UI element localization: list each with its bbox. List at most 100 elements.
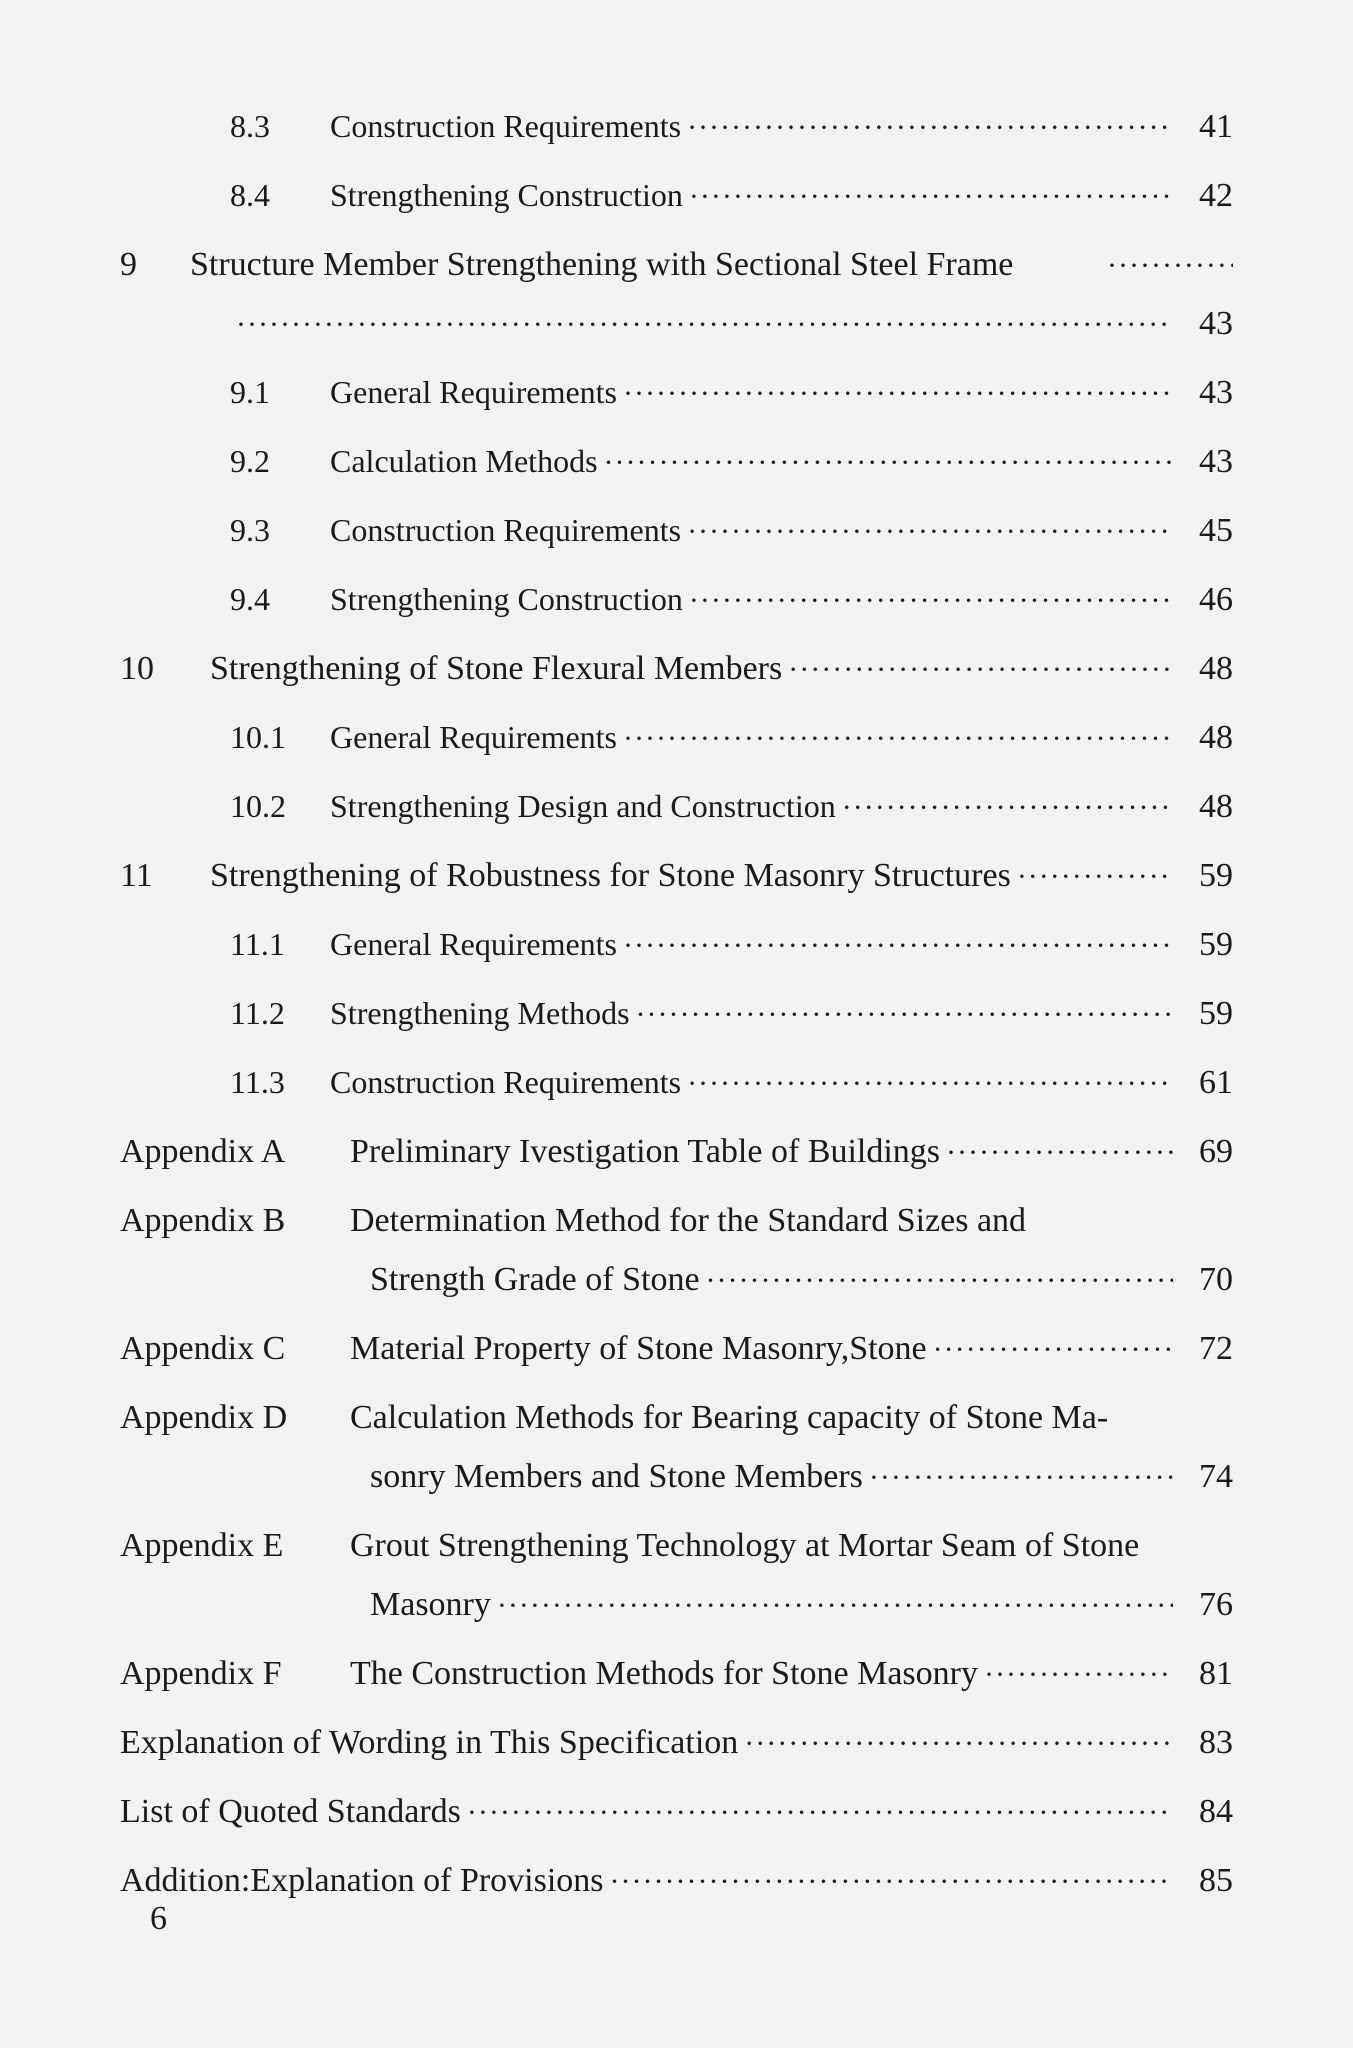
entry-page: 45 [1173, 514, 1233, 548]
toc-sub-entry: 9.3Construction Requirements············… [120, 514, 1233, 548]
entry-title: Structure Member Strengthening with Sect… [190, 248, 1101, 282]
dot-leaders: ········································… [681, 1069, 1173, 1099]
dot-leaders: ········································… [1101, 251, 1233, 281]
toc-appendix-entry: Appendix EGrout Strengthening Technology… [120, 1529, 1233, 1563]
entry-number: Appendix A [120, 1135, 350, 1169]
entry-page: 59 [1173, 928, 1233, 962]
dot-leaders: ········································… [683, 182, 1173, 212]
entry-title: Construction Requirements [330, 1066, 681, 1098]
entry-title: Calculation Methods [330, 445, 598, 477]
dot-leaders: ········································… [940, 1138, 1173, 1168]
entry-title: Strengthening Methods [330, 997, 630, 1029]
entry-title: Strengthening Construction [330, 583, 683, 615]
entry-number: 8.4 [230, 179, 330, 211]
toc-sub-entry: 9.2Calculation Methods··················… [120, 445, 1233, 479]
toc-appendix-entry: Appendix APreliminary Ivestigation Table… [120, 1135, 1233, 1169]
entry-title-line2: sonry Members and Stone Members [370, 1460, 863, 1494]
toc-sub-entry: 11.3Construction Requirements···········… [120, 1066, 1233, 1100]
entry-number: 9.4 [230, 583, 330, 615]
entry-page: 84 [1173, 1795, 1233, 1829]
entry-page: 48 [1173, 652, 1233, 686]
toc-sub-entry: 8.3Construction Requirements············… [120, 110, 1233, 144]
toc-chapter-entry: 10Strengthening of Stone Flexural Member… [120, 652, 1233, 686]
dot-leaders: ········································… [683, 586, 1173, 616]
entry-title: Construction Requirements [330, 110, 681, 142]
dot-leaders: ········································… [617, 379, 1173, 409]
toc-sub-entry: 11.1General Requirements················… [120, 928, 1233, 962]
entry-page: 83 [1173, 1726, 1233, 1760]
toc-sub-entry: 10.1General Requirements················… [120, 721, 1233, 755]
entry-title: Strengthening of Robustness for Stone Ma… [210, 859, 1011, 893]
entry-page: 48 [1173, 790, 1233, 824]
entry-number: 9.1 [230, 376, 330, 408]
dot-leaders: ········································… [491, 1591, 1173, 1621]
toc-appendix-entry: Appendix BDetermination Method for the S… [120, 1204, 1233, 1238]
entry-number: Appendix E [120, 1529, 350, 1563]
dot-leaders: ········································… [836, 793, 1173, 823]
entry-page: 85 [1173, 1864, 1233, 1898]
entry-page: 59 [1173, 859, 1233, 893]
toc-sub-entry: 9.4Strengthening Construction···········… [120, 583, 1233, 617]
entry-title: Strengthening of Stone Flexural Members [210, 652, 782, 686]
entry-page: 70 [1173, 1263, 1233, 1297]
entry-number: 9.3 [230, 514, 330, 546]
entry-title-line1: Grout Strengthening Technology at Mortar… [350, 1529, 1233, 1563]
entry-title-line2: Masonry [370, 1588, 491, 1622]
dot-leaders: ········································… [598, 448, 1173, 478]
entry-title: Material Property of Stone Masonry,Stone [350, 1332, 927, 1366]
entry-title: Addition:Explanation of Provisions [120, 1864, 604, 1898]
dot-leaders: ········································… [978, 1660, 1173, 1690]
toc-sub-entry: 8.4Strengthening Construction···········… [120, 179, 1233, 213]
entry-page: 74 [1173, 1460, 1233, 1494]
dot-leaders: ········································… [927, 1335, 1173, 1365]
entry-page: 43 [1173, 307, 1233, 341]
entry-page: 59 [1173, 997, 1233, 1031]
entry-page: 81 [1173, 1657, 1233, 1691]
entry-page: 72 [1173, 1332, 1233, 1366]
toc-sub-entry: 11.2Strengthening Methods···············… [120, 997, 1233, 1031]
entry-title: General Requirements [330, 721, 617, 753]
dot-leaders: ········································… [681, 517, 1173, 547]
dot-leaders: ········································… [604, 1867, 1173, 1897]
entry-number: 8.3 [230, 110, 330, 142]
entry-number: Appendix D [120, 1401, 350, 1435]
entry-number: Appendix F [120, 1657, 350, 1691]
entry-page: 43 [1173, 376, 1233, 410]
dot-leaders: ········································… [738, 1729, 1173, 1759]
entry-page: 48 [1173, 721, 1233, 755]
toc-appendix-continuation: Strength Grade of Stone·················… [120, 1263, 1233, 1297]
entry-title-line1: Determination Method for the Standard Si… [350, 1204, 1233, 1238]
entry-title: Strengthening Design and Construction [330, 790, 836, 822]
toc-sub-entry: 9.1General Requirements·················… [120, 376, 1233, 410]
entry-number: 11 [120, 859, 210, 893]
toc-appendix-entry: Appendix DCalculation Methods for Bearin… [120, 1401, 1233, 1435]
dot-leaders: ········································… [681, 113, 1173, 143]
entry-title: Strengthening Construction [330, 179, 683, 211]
dot-leaders: ········································… [461, 1798, 1173, 1828]
entry-number: 9 [120, 248, 190, 282]
toc-appendix-entry: Appendix FThe Construction Methods for S… [120, 1657, 1233, 1691]
entry-page: 43 [1173, 445, 1233, 479]
page-number: 6 [150, 1900, 167, 1938]
entry-title: Explanation of Wording in This Specifica… [120, 1726, 738, 1760]
entry-title-line2: Strength Grade of Stone [370, 1263, 700, 1297]
entry-number: Appendix B [120, 1204, 350, 1238]
toc-plain-entry: Explanation of Wording in This Specifica… [120, 1726, 1233, 1760]
entry-title: List of Quoted Standards [120, 1795, 461, 1829]
toc-sub-entry: 10.2Strengthening Design and Constructio… [120, 790, 1233, 824]
entry-number: 10.2 [230, 790, 330, 822]
entry-page: 61 [1173, 1066, 1233, 1100]
dot-leaders: ········································… [630, 1000, 1173, 1030]
toc-appendix-continuation: Masonry·································… [120, 1588, 1233, 1622]
page: 8.3Construction Requirements············… [0, 0, 1353, 2048]
entry-number: 9.2 [230, 445, 330, 477]
entry-page: 41 [1173, 110, 1233, 144]
dot-leaders: ········································… [617, 931, 1173, 961]
table-of-contents: 8.3Construction Requirements············… [120, 110, 1233, 1933]
entry-number: 11.3 [230, 1066, 330, 1098]
toc-plain-entry: List of Quoted Standards················… [120, 1795, 1233, 1829]
toc-chapter-continuation: ········································… [120, 307, 1233, 341]
dot-leaders: ········································… [230, 310, 1173, 340]
entry-number: 11.1 [230, 928, 330, 960]
dot-leaders: ········································… [782, 655, 1173, 685]
